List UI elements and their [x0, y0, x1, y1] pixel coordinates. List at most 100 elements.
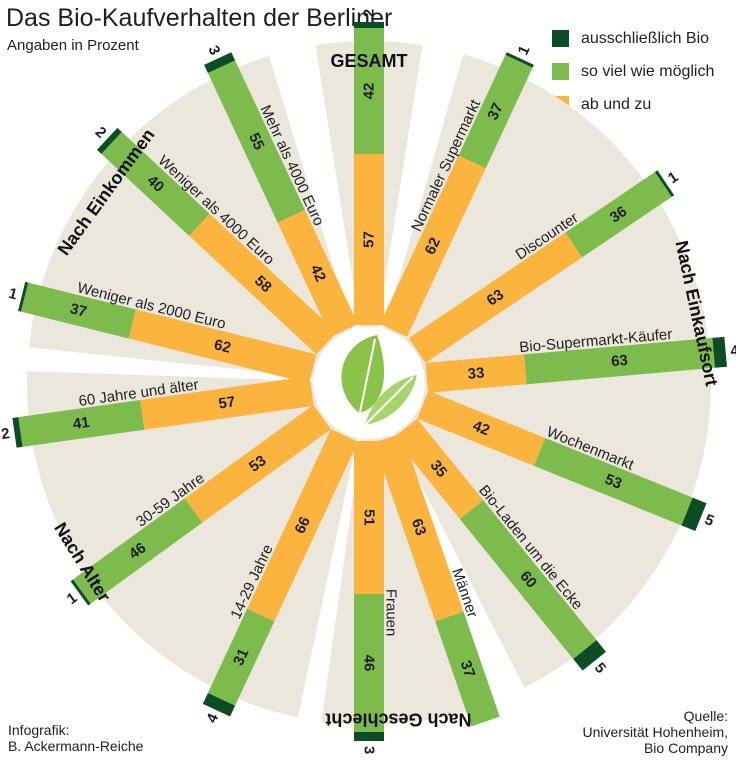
seg-exclusive-4-1 — [96, 127, 122, 154]
seg-exclusive-2-1 — [354, 732, 384, 741]
seg-possible-3-1 — [72, 498, 203, 604]
seg-sometimes-3-2 — [140, 376, 314, 430]
value-label-possible-2-1: 46 — [361, 655, 378, 672]
value-label-exclusive-1-0: 1 — [515, 43, 534, 58]
seg-possible-1-4 — [459, 500, 597, 660]
center-emblem — [313, 327, 425, 439]
value-label-sometimes-1-0: 62 — [422, 235, 444, 257]
value-label-possible-3-1: 46 — [126, 539, 149, 563]
seg-sometimes-1-4 — [393, 418, 484, 520]
seg-exclusive-3-0 — [202, 692, 236, 717]
seg-possible-1-0 — [458, 54, 533, 169]
value-label-sometimes-2-0: 63 — [408, 517, 430, 538]
value-label-exclusive-1-2: 4 — [730, 342, 736, 360]
value-label-exclusive-4-0: 1 — [7, 285, 19, 304]
leaf-vein-2 — [362, 376, 414, 428]
seg-possible-3-0 — [207, 608, 275, 706]
value-label-exclusive-0-0: 2 — [361, 9, 378, 17]
bar-2-1 — [354, 441, 384, 741]
seg-exclusive-0-0 — [354, 22, 384, 28]
value-label-exclusive-1-3: 5 — [702, 511, 716, 530]
source-line-2: Universität Hohenheim, — [582, 724, 728, 740]
category-label-2-1: Frauen — [383, 589, 400, 637]
legend-label-sometimes: ab und zu — [581, 95, 652, 113]
seg-exclusive-3-2 — [12, 417, 23, 448]
seg-exclusive-4-0 — [18, 281, 29, 312]
seg-sometimes-1-2 — [425, 354, 527, 393]
value-label-exclusive-1-4: 5 — [591, 660, 609, 677]
seg-exclusive-4-2 — [204, 52, 236, 74]
seg-exclusive-3-1 — [70, 579, 91, 606]
seg-exclusive-1-1 — [654, 170, 675, 197]
legend-item-exclusive: ausschließlich Bio — [552, 22, 714, 55]
source-line-1: Quelle: — [683, 708, 728, 724]
value-label-exclusive-3-1: 1 — [64, 589, 81, 608]
bar-0-0 — [354, 22, 384, 325]
value-label-possible-0-0: 42 — [361, 83, 378, 100]
bar-1-4 — [393, 418, 606, 671]
value-label-possible-2-0: 37 — [457, 658, 479, 679]
seg-possible-1-1 — [565, 172, 672, 258]
value-label-exclusive-4-2: 3 — [204, 43, 223, 58]
seg-sometimes-1-1 — [408, 232, 583, 364]
seg-sometimes-1-0 — [379, 155, 486, 337]
credit-line-2: B. Ackermann-Reiche — [8, 738, 144, 754]
bar-3-2 — [12, 376, 314, 448]
seg-sometimes-2-1 — [354, 441, 384, 594]
chart-title: Das Bio-Kaufverhalten der Berliner — [6, 4, 393, 32]
seg-possible-2-0 — [435, 611, 500, 727]
value-label-sometimes-3-1: 53 — [246, 452, 269, 476]
value-label-possible-1-3: 53 — [602, 471, 624, 493]
seg-sometimes-3-1 — [184, 404, 331, 523]
seg-possible-0-0 — [354, 28, 384, 154]
credit-line-1: Infografik: — [8, 722, 70, 738]
legend-swatch-exclusive — [552, 30, 569, 47]
value-label-possible-1-1: 36 — [607, 203, 630, 226]
bar-3-0 — [202, 429, 359, 717]
value-label-possible-1-4: 60 — [516, 568, 540, 592]
value-label-exclusive-4-1: 2 — [92, 124, 110, 142]
value-label-sometimes-1-2: 33 — [467, 364, 485, 382]
seg-sometimes-1-3 — [417, 390, 546, 466]
seg-sometimes-4-1 — [189, 213, 337, 355]
value-label-sometimes-1-4: 35 — [427, 457, 451, 481]
chart-subtitle: Angaben in Prozent — [7, 37, 139, 54]
seg-possible-1-2 — [524, 337, 715, 385]
bar-4-2 — [204, 52, 359, 337]
seg-exclusive-1-2 — [712, 336, 727, 368]
seg-possible-4-1 — [101, 131, 210, 236]
seg-possible-2-1 — [354, 594, 384, 732]
legend-label-exclusive: ausschließlich Bio — [581, 29, 710, 47]
infographic-credit: Infografik: B. Ackermann-Reiche — [8, 722, 143, 754]
legend-item-possible: so viel wie möglich — [552, 55, 714, 88]
value-label-possible-3-2: 41 — [72, 414, 91, 433]
value-label-sometimes-0-0: 57 — [361, 231, 378, 248]
source-note: Quelle: Universität Hohenheim, Bio Compa… — [582, 708, 728, 756]
bar-1-1 — [408, 170, 675, 364]
seg-sometimes-3-0 — [247, 429, 359, 622]
seg-sometimes-0-0 — [354, 154, 384, 325]
seg-sometimes-4-2 — [277, 209, 359, 337]
bar-1-3 — [417, 390, 707, 532]
value-label-exclusive-3-2: 2 — [0, 425, 11, 443]
group-label-0: GESAMT — [330, 51, 407, 71]
source-line-3: Bio Company — [643, 740, 728, 756]
value-label-possible-4-2: 55 — [245, 130, 267, 152]
value-label-sometimes-4-2: 42 — [307, 262, 329, 284]
seg-possible-4-0 — [20, 282, 136, 339]
value-label-sometimes-3-2: 57 — [217, 393, 236, 412]
value-label-possible-4-0: 37 — [68, 300, 88, 321]
value-label-possible-3-0: 31 — [230, 646, 252, 668]
group-label-2: Nach Geschlecht — [325, 710, 471, 730]
value-label-possible-1-0: 37 — [484, 100, 506, 122]
legend-label-possible: so viel wie möglich — [581, 62, 715, 80]
seg-sometimes-4-0 — [128, 309, 317, 384]
bar-4-0 — [18, 281, 317, 384]
seg-possible-3-2 — [18, 400, 145, 447]
value-label-possible-1-2: 63 — [610, 352, 628, 370]
value-label-sometimes-4-0: 62 — [212, 336, 232, 357]
bar-1-0 — [379, 52, 534, 337]
value-label-sometimes-2-1: 51 — [361, 509, 378, 526]
leaf-icon — [341, 335, 385, 413]
